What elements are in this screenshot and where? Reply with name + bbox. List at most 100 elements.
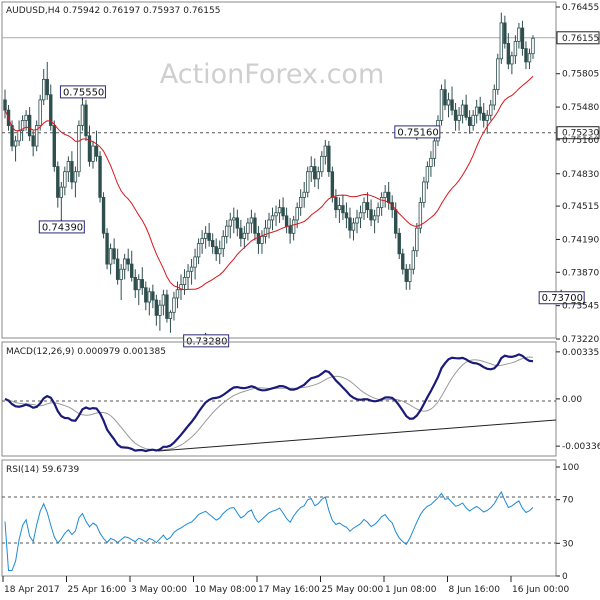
candle xyxy=(49,84,53,131)
candle xyxy=(56,161,60,208)
candle xyxy=(401,248,405,275)
candle xyxy=(207,223,211,247)
candle xyxy=(38,94,42,131)
candle xyxy=(147,287,152,316)
candle xyxy=(182,269,187,295)
candle xyxy=(362,197,366,220)
candle xyxy=(320,151,324,177)
candle xyxy=(327,140,331,177)
candle xyxy=(186,264,190,290)
svg-text:0.75160: 0.75160 xyxy=(397,127,438,138)
candle xyxy=(418,197,423,234)
candle xyxy=(228,212,232,239)
candle xyxy=(154,294,159,326)
x-tick-label: 3 May 00:00 xyxy=(131,585,187,595)
candle xyxy=(168,310,173,333)
candle xyxy=(432,135,437,167)
candle xyxy=(158,300,162,331)
candle xyxy=(316,166,320,190)
candle xyxy=(214,238,218,262)
candle xyxy=(242,226,247,249)
macd-tick-label: 0.003353 xyxy=(562,348,600,358)
candle xyxy=(87,125,92,167)
rsi-axis: 100 70 30 0 xyxy=(556,463,579,582)
macd-tick-label: 0.00 xyxy=(562,395,582,405)
candle xyxy=(510,51,514,75)
svg-text:0.73700: 0.73700 xyxy=(542,293,583,304)
candle xyxy=(302,181,306,208)
price-tick-label: 0.74190 xyxy=(562,235,599,245)
candle xyxy=(133,269,137,298)
candle xyxy=(482,102,486,128)
rsi-title: RSI(14) 59.6739 xyxy=(6,465,79,475)
candle xyxy=(270,207,275,231)
candle xyxy=(225,219,229,244)
candle xyxy=(397,228,401,259)
rsi-line xyxy=(4,490,534,571)
candle xyxy=(45,61,49,100)
candle xyxy=(189,258,194,285)
svg-text:0.75550: 0.75550 xyxy=(63,87,104,98)
candle xyxy=(179,274,183,301)
price-tick-label: 0.76455 xyxy=(562,3,599,13)
price-tick-label: 0.75230 xyxy=(562,129,599,139)
candle xyxy=(263,219,268,244)
x-tick-label: 17 May 16:00 xyxy=(258,585,320,595)
candle xyxy=(115,248,120,285)
candle xyxy=(348,207,352,239)
rsi-tick-label: 30 xyxy=(562,539,574,549)
candle xyxy=(517,22,521,49)
candle xyxy=(527,48,532,70)
candle xyxy=(499,12,504,64)
candle xyxy=(291,215,296,241)
candle xyxy=(425,161,430,190)
candle xyxy=(122,253,127,280)
price-annotation: 0.73700 xyxy=(538,289,585,305)
candle xyxy=(63,166,67,196)
candle xyxy=(260,230,264,254)
watermark: ActionForex.com xyxy=(160,59,385,90)
price-tick-label: 0.74830 xyxy=(562,170,599,180)
price-annotations: 0.75550 0.74390 0.73280 0.75160 0.73700 xyxy=(38,85,585,348)
candle xyxy=(365,192,370,218)
candle xyxy=(210,233,215,254)
candle xyxy=(59,181,64,219)
candle xyxy=(429,151,433,177)
candle xyxy=(27,107,32,141)
candle xyxy=(531,35,535,59)
price-tick-label: 0.75480 xyxy=(562,103,599,113)
macd-axis: 0.003353 0.00 -0.003369 xyxy=(556,348,600,452)
rsi-tick-label: 100 xyxy=(562,463,579,473)
candle xyxy=(411,246,416,275)
candle xyxy=(277,199,282,224)
price-title: AUDUSD,H4 xyxy=(6,6,61,16)
candle xyxy=(193,248,197,280)
candle xyxy=(200,230,204,254)
candle xyxy=(313,158,317,188)
price-tick-label: 0.76155 xyxy=(562,34,599,44)
candle xyxy=(94,130,99,162)
candle xyxy=(489,99,493,121)
candle xyxy=(520,20,525,56)
candle xyxy=(478,96,482,121)
candle xyxy=(496,53,500,95)
price-annotation: 0.75160 xyxy=(394,125,441,140)
candle xyxy=(524,41,528,70)
candle xyxy=(267,212,271,239)
candle xyxy=(161,289,166,316)
candles xyxy=(3,12,535,333)
candle xyxy=(415,223,419,257)
candle xyxy=(344,202,349,229)
candle xyxy=(513,35,518,64)
rsi-tick-label: 0 xyxy=(562,572,568,582)
candle xyxy=(112,238,116,265)
candle xyxy=(464,94,468,121)
candle xyxy=(196,238,201,265)
candle xyxy=(249,209,254,234)
price-tick-label: 0.73220 xyxy=(562,335,599,345)
candle xyxy=(10,120,14,152)
candle xyxy=(203,226,208,249)
price-annotation: 0.74390 xyxy=(38,218,85,234)
candle xyxy=(274,205,278,227)
candle xyxy=(506,33,511,70)
